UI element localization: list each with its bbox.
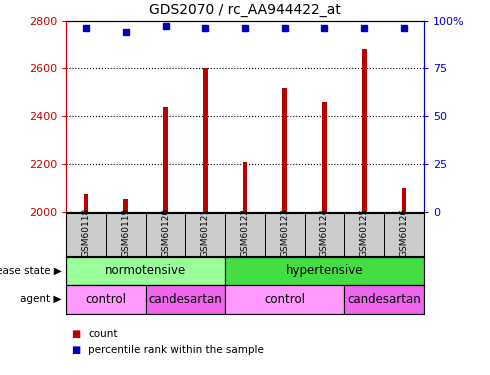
Text: agent ▶: agent ▶ — [20, 294, 61, 304]
Text: ■: ■ — [71, 345, 80, 355]
Text: count: count — [88, 329, 118, 339]
Bar — [66, 256, 225, 285]
Title: GDS2070 / rc_AA944422_at: GDS2070 / rc_AA944422_at — [149, 3, 341, 17]
Text: candesartan: candesartan — [148, 293, 222, 306]
Bar — [203, 68, 208, 212]
Text: candesartan: candesartan — [347, 293, 421, 306]
Bar — [225, 285, 344, 314]
Text: control: control — [85, 293, 126, 306]
Text: control: control — [264, 293, 305, 306]
Bar — [402, 188, 406, 212]
Bar — [123, 199, 128, 212]
Bar — [66, 285, 146, 314]
Bar — [84, 194, 88, 212]
Bar — [322, 102, 327, 212]
Bar — [282, 88, 287, 212]
Bar — [362, 50, 367, 212]
Bar — [243, 162, 247, 212]
Bar — [146, 285, 225, 314]
Text: disease state ▶: disease state ▶ — [0, 266, 61, 276]
Bar — [225, 256, 424, 285]
Text: hypertensive: hypertensive — [286, 264, 363, 277]
Text: normotensive: normotensive — [105, 264, 186, 277]
Bar — [344, 285, 424, 314]
Text: ■: ■ — [71, 329, 80, 339]
Bar — [163, 106, 168, 212]
Text: percentile rank within the sample: percentile rank within the sample — [88, 345, 264, 355]
